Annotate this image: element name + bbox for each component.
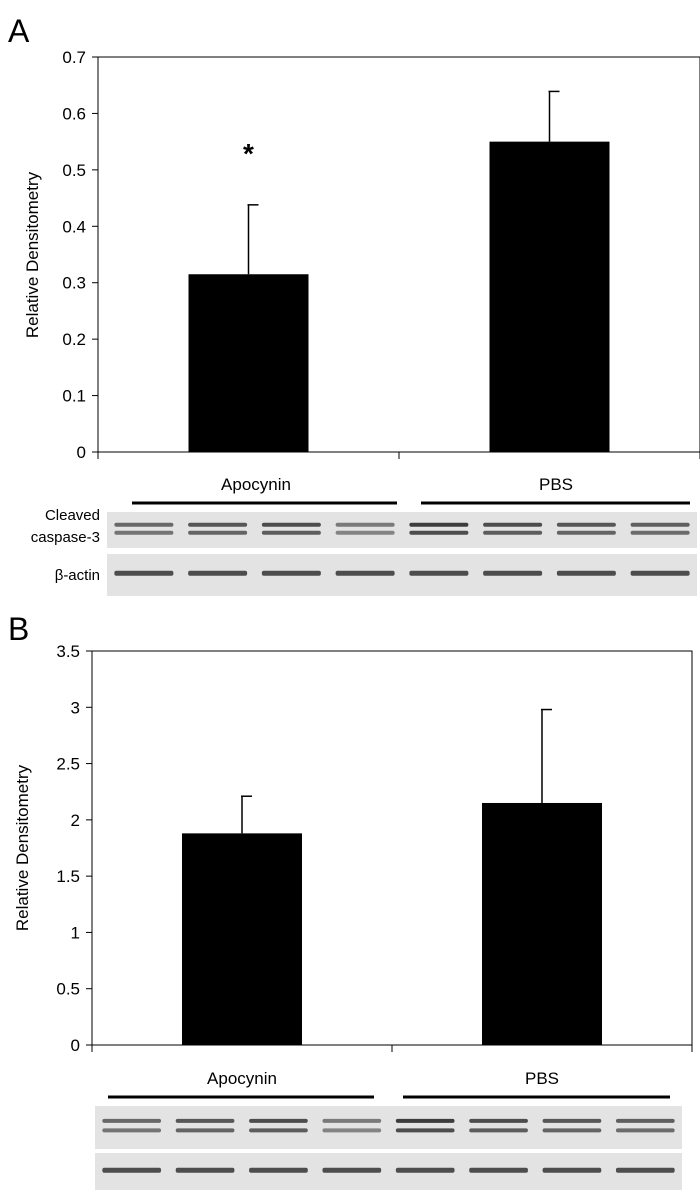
y-axis-label-a: Relative Densitometry bbox=[23, 171, 42, 338]
blot-strip-top-b bbox=[95, 1106, 682, 1149]
blot-band bbox=[322, 1118, 382, 1123]
y-tick-label: 0.6 bbox=[62, 104, 86, 123]
plot-area-b: 0 0.5 1 1.5 2 2.5 3 3.5 bbox=[56, 642, 693, 1055]
y-tick-label: 0.5 bbox=[56, 980, 80, 999]
blot-band bbox=[615, 1118, 675, 1123]
blot-band bbox=[102, 1128, 162, 1133]
blot-band bbox=[322, 1167, 382, 1173]
blot-band bbox=[102, 1118, 162, 1123]
blot-band bbox=[615, 1128, 675, 1133]
y-tick-label: 1.5 bbox=[56, 867, 80, 886]
significance-mark: * bbox=[243, 138, 254, 169]
blot-band bbox=[335, 530, 395, 535]
bar-apocynin bbox=[188, 274, 309, 452]
blot-band bbox=[556, 570, 616, 576]
blot-band bbox=[469, 1128, 528, 1133]
blot-strip-bottom-b bbox=[95, 1153, 682, 1190]
blot-band bbox=[409, 530, 469, 535]
blot-band bbox=[249, 1167, 308, 1173]
blot-band bbox=[249, 1118, 308, 1123]
blot-band bbox=[175, 1118, 235, 1123]
blot-band bbox=[188, 530, 248, 535]
blot-band bbox=[615, 1167, 675, 1173]
blot-band bbox=[630, 530, 690, 535]
blot-band bbox=[335, 570, 395, 576]
plot-frame-a bbox=[97, 56, 700, 453]
y-tick-label: 2 bbox=[71, 811, 80, 830]
bar-pbs bbox=[489, 141, 610, 452]
group-label-pbs-a: PBS bbox=[539, 475, 573, 494]
bar-apocynin bbox=[182, 833, 302, 1045]
blot-band bbox=[556, 530, 616, 535]
panel-label-a: A bbox=[8, 13, 30, 49]
blot-band bbox=[630, 522, 690, 527]
blot-band bbox=[409, 570, 469, 576]
blot-band bbox=[483, 570, 543, 576]
blot-band bbox=[175, 1128, 235, 1133]
y-tick-label: 0.3 bbox=[62, 274, 86, 293]
blot-row-label-beta-actin: β-actin bbox=[55, 567, 100, 584]
y-tick-label: 0.5 bbox=[62, 161, 86, 180]
blot-band bbox=[483, 530, 543, 535]
y-tick-label: 2.5 bbox=[56, 755, 80, 774]
y-tick-label: 0.2 bbox=[62, 330, 86, 349]
y-axis-label-b: Relative Densitometry bbox=[13, 764, 32, 931]
blot-band bbox=[114, 530, 174, 535]
y-tick-label: 0.4 bbox=[62, 217, 86, 236]
blot-band bbox=[249, 1128, 308, 1133]
blot-band bbox=[395, 1128, 455, 1133]
blot-band bbox=[542, 1118, 602, 1123]
panel-label-b: B bbox=[8, 611, 29, 647]
blot-band bbox=[630, 570, 690, 576]
blot-band bbox=[114, 570, 174, 576]
blot-row-label-cleaved: Cleaved bbox=[45, 507, 100, 524]
blot-band bbox=[469, 1167, 528, 1173]
panel-b: B Relative Densitometry 0 0.5 1 1.5 2 2.5 3 3.5… bbox=[8, 611, 693, 1190]
y-tick-label: 0.7 bbox=[62, 48, 86, 67]
blot-background bbox=[107, 512, 697, 548]
blot-strip-beta-actin-a bbox=[107, 554, 697, 596]
blot-strip-cleaved-caspase-3 bbox=[107, 512, 697, 548]
blot-band bbox=[395, 1167, 455, 1173]
blot-band bbox=[261, 530, 321, 535]
blot-band bbox=[395, 1118, 455, 1123]
blot-row-label-caspase-3: caspase-3 bbox=[31, 529, 100, 546]
panel-a: A Relative Densitometry 0 0.1 0.2 0.3 0.4 0.5… bbox=[8, 13, 700, 596]
blot-band bbox=[469, 1118, 528, 1123]
plot-area-a: 0 0.1 0.2 0.3 0.4 0.5 0.6 0.7 * bbox=[62, 48, 700, 462]
y-tick-label: 1 bbox=[71, 923, 80, 942]
group-label-pbs-b: PBS bbox=[525, 1069, 559, 1088]
blot-band bbox=[114, 522, 174, 527]
group-label-apocynin-b: Apocynin bbox=[207, 1069, 277, 1088]
blot-background bbox=[95, 1106, 682, 1149]
blot-band bbox=[483, 522, 543, 527]
blot-band bbox=[322, 1128, 382, 1133]
bar-pbs bbox=[482, 802, 602, 1045]
blot-band bbox=[542, 1128, 602, 1133]
blot-band bbox=[261, 522, 321, 527]
blot-band bbox=[542, 1167, 602, 1173]
blot-band bbox=[261, 570, 321, 576]
blot-band bbox=[175, 1167, 235, 1173]
blot-band bbox=[102, 1167, 162, 1173]
group-label-apocynin-a: Apocynin bbox=[221, 475, 291, 494]
y-tick-label: 0 bbox=[77, 443, 86, 462]
blot-band bbox=[188, 570, 248, 576]
blot-band bbox=[556, 522, 616, 527]
y-tick-label: 0.1 bbox=[62, 387, 86, 406]
blot-band bbox=[188, 522, 248, 527]
y-tick-label: 3 bbox=[71, 698, 80, 717]
y-tick-label: 3.5 bbox=[56, 642, 80, 661]
blot-band bbox=[409, 522, 469, 527]
y-tick-label: 0 bbox=[71, 1036, 80, 1055]
blot-band bbox=[335, 522, 395, 527]
